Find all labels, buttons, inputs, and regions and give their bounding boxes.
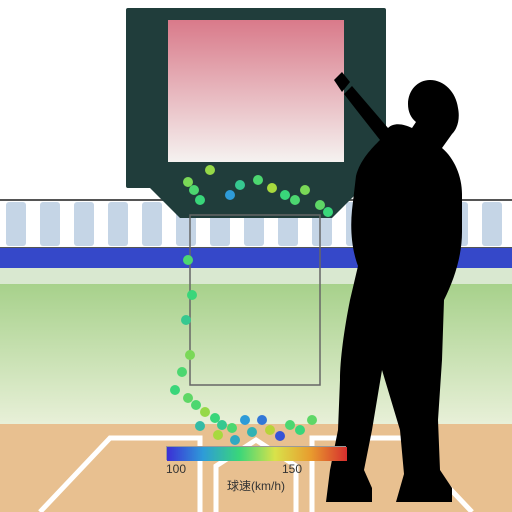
pitch-marker: [217, 420, 227, 430]
pitch-marker: [295, 425, 305, 435]
pitch-marker: [183, 393, 193, 403]
pitch-marker: [189, 185, 199, 195]
pitch-marker: [205, 165, 215, 175]
pitch-marker: [280, 190, 290, 200]
pitch-marker: [183, 177, 193, 187]
pitch-marker: [290, 195, 300, 205]
pitch-marker: [253, 175, 263, 185]
pitch-marker: [183, 255, 193, 265]
pitch-marker: [227, 423, 237, 433]
legend-title: 球速(km/h): [166, 477, 346, 494]
legend-tick-min: 100: [166, 462, 186, 476]
legend-ticks: 100 150: [166, 462, 346, 476]
pitch-marker: [187, 290, 197, 300]
pitch-marker: [275, 431, 285, 441]
pitch-marker: [235, 180, 245, 190]
pitch-marker: [213, 430, 223, 440]
pitch-marker: [267, 183, 277, 193]
pitch-marker: [225, 190, 235, 200]
pitch-marker: [285, 420, 295, 430]
pitch-marker: [265, 425, 275, 435]
pitch-marker: [191, 400, 201, 410]
pitch-marker: [230, 435, 240, 445]
pitch-marker: [185, 350, 195, 360]
speed-legend: 100 150 球速(km/h): [166, 446, 346, 494]
pitch-marker: [200, 407, 210, 417]
pitch-marker: [323, 207, 333, 217]
pitch-marker: [181, 315, 191, 325]
scoreboard: [126, 8, 386, 218]
pitch-marker: [240, 415, 250, 425]
pitch-marker: [257, 415, 267, 425]
legend-gradient-bar: [166, 446, 346, 460]
pitch-marker: [307, 415, 317, 425]
pitch-marker: [177, 367, 187, 377]
pitch-chart-stage: [0, 0, 512, 512]
legend-tick-max: 150: [282, 462, 302, 476]
pitch-marker: [195, 421, 205, 431]
pitch-marker: [170, 385, 180, 395]
pitch-marker: [247, 427, 257, 437]
pitch-marker: [315, 200, 325, 210]
pitch-marker: [195, 195, 205, 205]
pitch-marker: [300, 185, 310, 195]
